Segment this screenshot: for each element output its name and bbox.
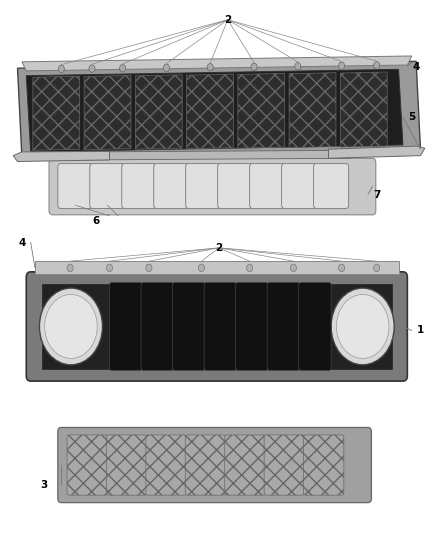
Circle shape: [339, 62, 345, 69]
FancyBboxPatch shape: [267, 282, 300, 370]
Circle shape: [106, 264, 113, 271]
FancyBboxPatch shape: [141, 282, 173, 370]
Polygon shape: [22, 56, 412, 71]
Text: 4: 4: [18, 238, 25, 247]
Circle shape: [247, 264, 253, 271]
Text: 7: 7: [373, 190, 380, 199]
FancyBboxPatch shape: [299, 282, 331, 370]
FancyBboxPatch shape: [186, 164, 221, 208]
Polygon shape: [340, 72, 387, 147]
FancyBboxPatch shape: [146, 435, 186, 495]
Text: 5: 5: [408, 112, 415, 122]
Circle shape: [339, 264, 345, 271]
Circle shape: [331, 288, 394, 365]
Polygon shape: [187, 74, 233, 149]
FancyBboxPatch shape: [236, 282, 268, 370]
Polygon shape: [84, 76, 131, 150]
FancyBboxPatch shape: [106, 435, 147, 495]
Circle shape: [120, 64, 126, 72]
FancyBboxPatch shape: [250, 164, 285, 208]
Text: 4: 4: [413, 62, 420, 71]
FancyBboxPatch shape: [154, 164, 189, 208]
Polygon shape: [328, 146, 425, 158]
Polygon shape: [33, 76, 80, 150]
FancyBboxPatch shape: [218, 164, 253, 208]
Circle shape: [374, 264, 380, 271]
Circle shape: [251, 63, 257, 70]
FancyBboxPatch shape: [49, 158, 376, 215]
FancyBboxPatch shape: [304, 435, 344, 495]
Text: 6: 6: [93, 216, 100, 226]
Text: 2: 2: [215, 243, 223, 253]
FancyBboxPatch shape: [90, 164, 125, 208]
FancyBboxPatch shape: [185, 435, 226, 495]
FancyBboxPatch shape: [110, 282, 142, 370]
Polygon shape: [238, 74, 285, 148]
Bar: [35, 261, 399, 274]
Polygon shape: [88, 150, 350, 160]
Circle shape: [207, 63, 213, 71]
Polygon shape: [18, 61, 420, 157]
FancyBboxPatch shape: [26, 272, 407, 381]
Bar: [42, 284, 392, 369]
Circle shape: [146, 264, 152, 271]
Circle shape: [295, 62, 301, 70]
Circle shape: [198, 264, 205, 271]
Circle shape: [374, 62, 380, 69]
Text: 1: 1: [417, 326, 424, 335]
Circle shape: [89, 65, 95, 72]
Circle shape: [58, 65, 64, 72]
FancyBboxPatch shape: [225, 435, 265, 495]
Text: 3: 3: [40, 480, 47, 490]
FancyBboxPatch shape: [282, 164, 317, 208]
FancyBboxPatch shape: [67, 435, 107, 495]
FancyBboxPatch shape: [173, 282, 205, 370]
Polygon shape: [13, 151, 110, 161]
Circle shape: [336, 295, 389, 359]
FancyBboxPatch shape: [314, 164, 349, 208]
Polygon shape: [289, 72, 336, 148]
Polygon shape: [26, 69, 403, 152]
Circle shape: [39, 288, 102, 365]
FancyBboxPatch shape: [264, 435, 304, 495]
Circle shape: [45, 295, 97, 359]
Circle shape: [290, 264, 297, 271]
FancyBboxPatch shape: [58, 164, 93, 208]
Circle shape: [67, 264, 73, 271]
Text: 2: 2: [224, 15, 231, 25]
Circle shape: [163, 64, 170, 71]
Polygon shape: [135, 75, 182, 149]
FancyBboxPatch shape: [58, 427, 371, 503]
FancyBboxPatch shape: [122, 164, 157, 208]
FancyBboxPatch shape: [204, 282, 237, 370]
